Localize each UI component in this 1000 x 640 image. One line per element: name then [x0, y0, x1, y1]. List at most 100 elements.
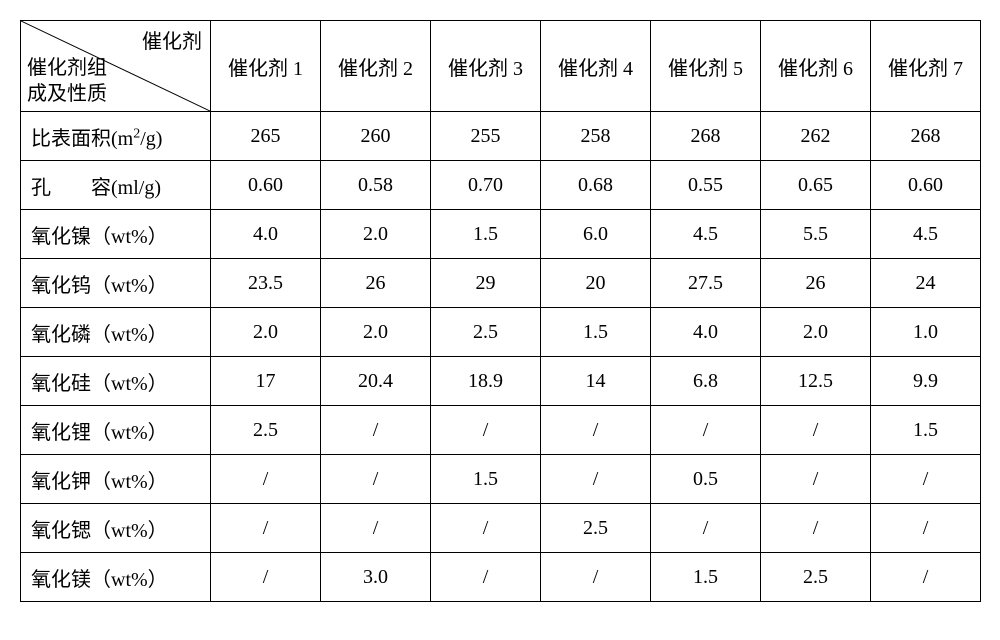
table-header-row: 催化剂 催化剂组 成及性质 催化剂 1催化剂 2催化剂 3催化剂 4催化剂 5催…: [21, 21, 981, 112]
data-cell: 0.55: [651, 161, 761, 210]
data-cell: 1.5: [431, 455, 541, 504]
table-row: 氧化硅（wt%）1720.418.9146.812.59.9: [21, 357, 981, 406]
data-cell: 1.5: [651, 553, 761, 602]
column-header: 催化剂 5: [651, 21, 761, 112]
table-body: 比表面积(m2/g)265260255258268262268孔 容(ml/g)…: [21, 112, 981, 602]
data-cell: 26: [761, 259, 871, 308]
column-header: 催化剂 7: [871, 21, 981, 112]
data-cell: 2.5: [211, 406, 321, 455]
data-cell: 2.5: [541, 504, 651, 553]
data-cell: /: [651, 504, 761, 553]
data-cell: 20.4: [321, 357, 431, 406]
data-cell: /: [871, 455, 981, 504]
diagonal-header-cell: 催化剂 催化剂组 成及性质: [21, 21, 211, 112]
data-cell: 3.0: [321, 553, 431, 602]
row-label: 氧化镁（wt%）: [21, 553, 211, 602]
row-label: 氧化钨（wt%）: [21, 259, 211, 308]
data-cell: 1.5: [541, 308, 651, 357]
data-cell: /: [431, 504, 541, 553]
data-cell: 268: [651, 112, 761, 161]
column-header: 催化剂 2: [321, 21, 431, 112]
table-row: 氧化钾（wt%）//1.5/0.5//: [21, 455, 981, 504]
data-cell: 17: [211, 357, 321, 406]
data-cell: /: [431, 553, 541, 602]
column-header: 催化剂 6: [761, 21, 871, 112]
data-cell: /: [321, 455, 431, 504]
row-label: 氧化镍（wt%）: [21, 210, 211, 259]
data-cell: 27.5: [651, 259, 761, 308]
data-cell: 2.5: [431, 308, 541, 357]
data-cell: /: [761, 504, 871, 553]
row-label: 氧化硅（wt%）: [21, 357, 211, 406]
data-cell: 258: [541, 112, 651, 161]
data-cell: 265: [211, 112, 321, 161]
data-cell: 4.0: [211, 210, 321, 259]
data-cell: /: [651, 406, 761, 455]
data-cell: 4.0: [651, 308, 761, 357]
data-cell: 6.8: [651, 357, 761, 406]
table-row: 孔 容(ml/g)0.600.580.700.680.550.650.60: [21, 161, 981, 210]
data-cell: 18.9: [431, 357, 541, 406]
table-row: 氧化锶（wt%）///2.5///: [21, 504, 981, 553]
data-cell: 2.0: [321, 210, 431, 259]
data-cell: /: [321, 406, 431, 455]
data-cell: 260: [321, 112, 431, 161]
column-header: 催化剂 3: [431, 21, 541, 112]
column-header: 催化剂 4: [541, 21, 651, 112]
data-cell: /: [761, 455, 871, 504]
data-cell: 23.5: [211, 259, 321, 308]
data-cell: /: [871, 504, 981, 553]
data-cell: 2.0: [321, 308, 431, 357]
row-label: 氧化磷（wt%）: [21, 308, 211, 357]
data-cell: 12.5: [761, 357, 871, 406]
table-row: 氧化磷（wt%）2.02.02.51.54.02.01.0: [21, 308, 981, 357]
data-cell: 1.5: [431, 210, 541, 259]
data-cell: 29: [431, 259, 541, 308]
diag-bottom-label: 催化剂组 成及性质: [27, 55, 107, 107]
data-cell: 2.0: [761, 308, 871, 357]
data-cell: 0.65: [761, 161, 871, 210]
row-label: 氧化锂（wt%）: [21, 406, 211, 455]
data-cell: 2.5: [761, 553, 871, 602]
data-cell: 5.5: [761, 210, 871, 259]
row-label: 氧化锶（wt%）: [21, 504, 211, 553]
data-cell: 0.70: [431, 161, 541, 210]
data-cell: 268: [871, 112, 981, 161]
data-cell: /: [541, 406, 651, 455]
data-cell: /: [211, 504, 321, 553]
catalyst-table: 催化剂 催化剂组 成及性质 催化剂 1催化剂 2催化剂 3催化剂 4催化剂 5催…: [20, 20, 981, 602]
data-cell: /: [541, 553, 651, 602]
column-header: 催化剂 1: [211, 21, 321, 112]
data-cell: 1.0: [871, 308, 981, 357]
row-label: 比表面积(m2/g): [21, 112, 211, 161]
data-cell: /: [211, 455, 321, 504]
data-cell: 20: [541, 259, 651, 308]
row-label: 孔 容(ml/g): [21, 161, 211, 210]
row-label: 氧化钾（wt%）: [21, 455, 211, 504]
data-cell: 0.60: [871, 161, 981, 210]
data-cell: 0.58: [321, 161, 431, 210]
data-cell: 0.60: [211, 161, 321, 210]
data-cell: /: [761, 406, 871, 455]
data-cell: 255: [431, 112, 541, 161]
data-cell: 0.5: [651, 455, 761, 504]
data-cell: /: [431, 406, 541, 455]
data-cell: 2.0: [211, 308, 321, 357]
table-row: 氧化锂（wt%）2.5/////1.5: [21, 406, 981, 455]
table-row: 氧化镍（wt%）4.02.01.56.04.55.54.5: [21, 210, 981, 259]
data-cell: 1.5: [871, 406, 981, 455]
diag-top-label: 催化剂: [142, 25, 202, 54]
data-cell: 24: [871, 259, 981, 308]
table-row: 比表面积(m2/g)265260255258268262268: [21, 112, 981, 161]
data-cell: 262: [761, 112, 871, 161]
data-cell: 0.68: [541, 161, 651, 210]
table-row: 氧化钨（wt%）23.526292027.52624: [21, 259, 981, 308]
data-cell: /: [871, 553, 981, 602]
data-cell: 14: [541, 357, 651, 406]
data-cell: 9.9: [871, 357, 981, 406]
data-cell: 6.0: [541, 210, 651, 259]
data-cell: 26: [321, 259, 431, 308]
data-cell: /: [211, 553, 321, 602]
data-cell: /: [321, 504, 431, 553]
table-row: 氧化镁（wt%）/3.0//1.52.5/: [21, 553, 981, 602]
